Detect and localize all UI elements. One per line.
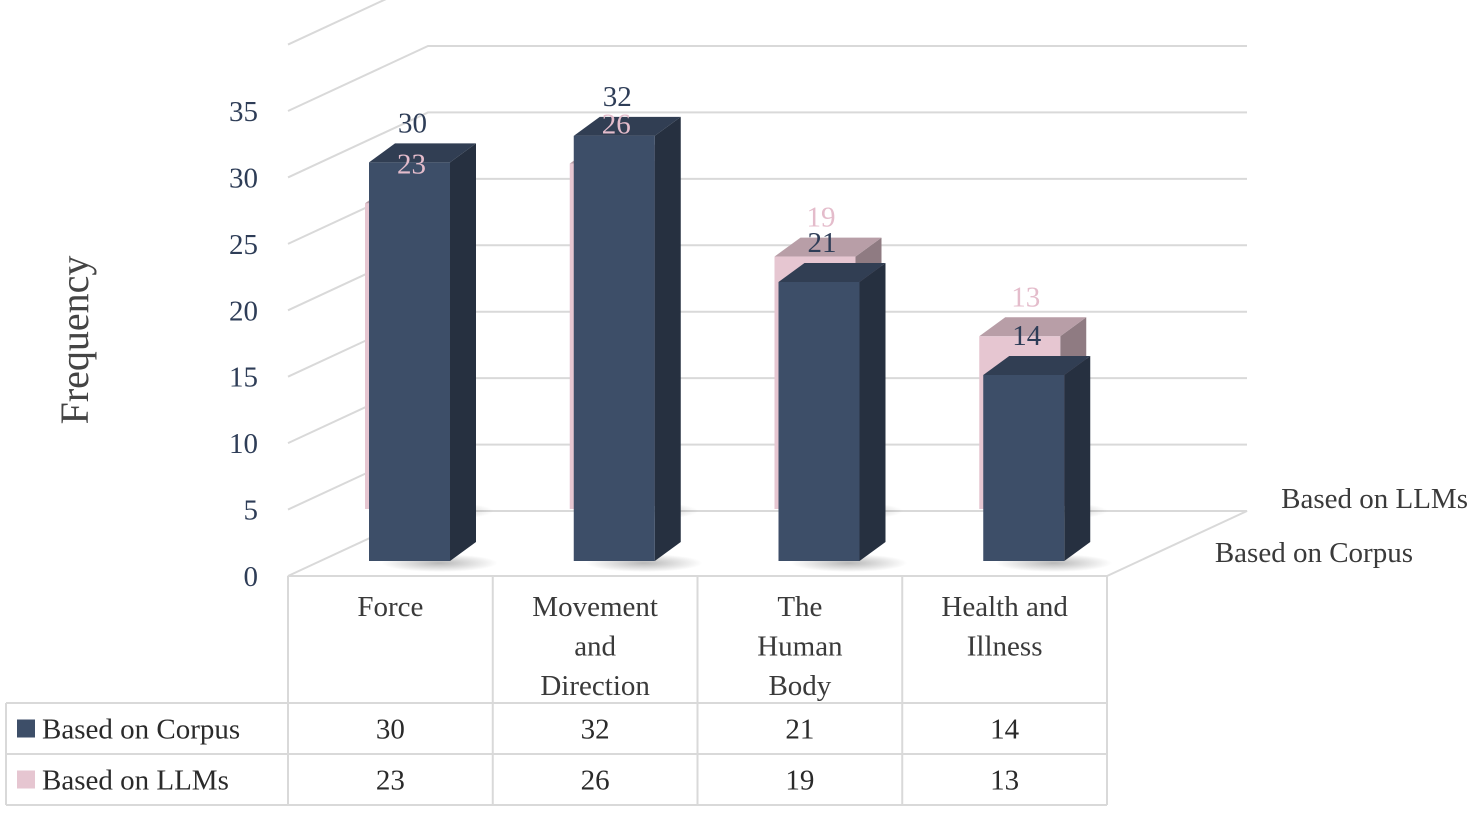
data-label-based-on-corpus-movement-and-direction: 32 (603, 81, 632, 113)
table-cell-based-on-corpus-the-human-body: 21 (785, 714, 814, 746)
category-label-force: Force (357, 591, 423, 623)
legend-key-based-on-llms (17, 770, 35, 789)
data-label-based-on-corpus-health-and-illness: 14 (1012, 320, 1042, 352)
y-axis-ticks: 0 5 10 15 20 25 30 35 (229, 96, 258, 593)
gridline-top (287, 0, 387, 46)
table-cell-based-on-llms-force: 23 (376, 765, 405, 797)
y-axis-label: Frequency (52, 256, 97, 425)
y-tick-label-20: 20 (229, 295, 258, 327)
y-tick-label-25: 25 (229, 229, 258, 261)
data-table: Force Movement and Direction The Human Body Hea… (5, 576, 1108, 806)
bar-based-on-corpus-the-human-body (778, 263, 908, 572)
bar-based-on-corpus-the-human-body-side (859, 263, 886, 561)
data-label-based-on-corpus-force: 30 (398, 107, 427, 139)
bar-based-on-corpus-health-and-illness-top (983, 356, 1091, 375)
data-label-based-on-llms-movement-and-direction: 26 (602, 109, 631, 141)
bar-based-on-corpus-force-front (369, 162, 450, 561)
data-labels: 23 26 19 13 30 32 21 14 (397, 81, 1042, 352)
bar-based-on-corpus-health-and-illness-side (1064, 356, 1091, 561)
category-label-movement-and-direction: Movement and Direction (532, 591, 658, 702)
bar-based-on-corpus-the-human-body-top (778, 263, 886, 282)
series-corpus-bars (369, 116, 1113, 572)
bar-based-on-corpus-movement-and-direction-side (654, 116, 681, 561)
category-label-the-human-body: The Human Body (757, 591, 843, 702)
bar-based-on-corpus-movement-and-direction (573, 116, 703, 572)
bar-based-on-corpus-movement-and-direction-front (573, 135, 655, 561)
table-cell-based-on-llms-movement-and-direction: 26 (581, 765, 610, 797)
data-label-based-on-corpus-the-human-body: 21 (808, 227, 837, 259)
y-tick-label-0: 0 (244, 561, 259, 593)
series-depth-labels: Based on LLMs Based on Corpus (1215, 483, 1468, 569)
bar-based-on-corpus-force-top (369, 143, 476, 163)
gridline-30 (287, 111, 1247, 179)
table-cell-based-on-corpus-force: 30 (376, 714, 405, 746)
data-label-based-on-llms-health-and-illness: 13 (1011, 281, 1040, 313)
y-tick-label-30: 30 (229, 162, 258, 194)
legend-key-based-on-corpus (17, 719, 35, 738)
table-cell-based-on-llms-health-and-illness: 13 (990, 765, 1019, 797)
row-header-based-on-corpus: Based on Corpus (42, 714, 240, 746)
category-label-health-and-illness: Health and Illness (941, 591, 1068, 663)
gridline-35 (287, 45, 1247, 112)
y-tick-label-35: 35 (229, 96, 258, 128)
bar-based-on-corpus-health-and-illness (983, 356, 1113, 572)
bar-based-on-llms-the-human-body-top (774, 237, 882, 257)
bar-based-on-corpus-force (369, 143, 498, 572)
table-cell-based-on-corpus-movement-and-direction: 32 (581, 714, 610, 746)
y-tick-label-10: 10 (229, 428, 258, 460)
bar-based-on-corpus-health-and-illness-front (983, 375, 1065, 561)
depth-label-based-on-corpus: Based on Corpus (1215, 537, 1413, 569)
bar-based-on-corpus-movement-and-direction-top (573, 116, 681, 136)
data-label-based-on-llms-force: 23 (397, 148, 426, 180)
bar-based-on-corpus-force-side (450, 143, 476, 561)
data-label-based-on-llms-the-human-body: 19 (807, 202, 836, 234)
row-header-based-on-llms: Based on LLMs (42, 765, 229, 797)
bar-based-on-corpus-the-human-body-front (778, 282, 860, 561)
depth-label-based-on-llms: Based on LLMs (1281, 483, 1468, 515)
y-tick-label-5: 5 (244, 495, 259, 527)
table-cell-based-on-corpus-health-and-illness: 14 (990, 714, 1020, 746)
y-tick-label-15: 15 (229, 362, 258, 394)
bar-based-on-llms-health-and-illness-top (979, 317, 1087, 337)
table-cell-based-on-llms-the-human-body: 19 (785, 765, 814, 797)
